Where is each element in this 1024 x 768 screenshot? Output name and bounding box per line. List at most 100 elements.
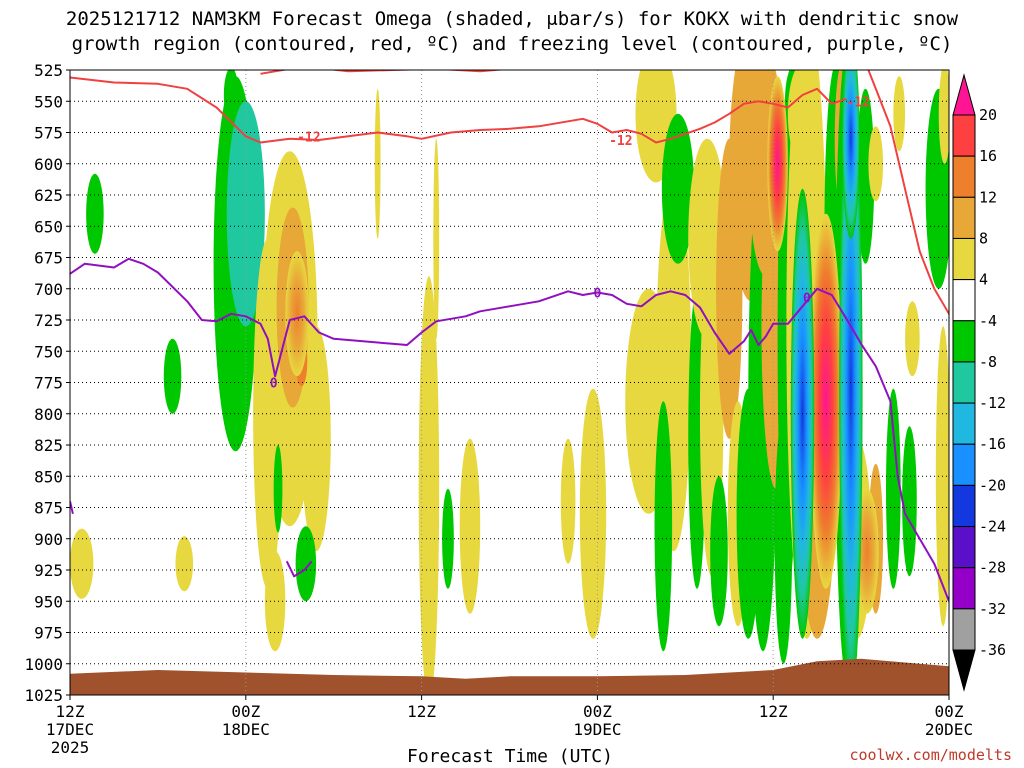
blob-up-h27: [459, 438, 481, 614]
core-down-h53-top: [842, 70, 860, 239]
x-tick-label-h0-line3: 2025: [51, 738, 90, 757]
colorbar-swatch-12: [952, 567, 976, 610]
colorbar-swatch-9: [952, 443, 976, 486]
blob-down-h14: [273, 445, 283, 533]
y-tick-600: 600: [34, 155, 63, 174]
y-tick-975: 975: [34, 624, 63, 643]
omega-shading: [70, 70, 949, 695]
colorbar-bottom-arrow: [952, 649, 976, 692]
omega-colorbar: 20 16 12 8 4 -4 -8 -12 -16 -20 -24 -28 -32 -36: [952, 73, 1006, 692]
contour-label-red-3: -12: [846, 95, 869, 110]
colorbar-swatch-10: [952, 484, 976, 528]
blob-down-h57: [902, 426, 917, 577]
y-tick-725: 725: [34, 311, 63, 330]
blob-up-h14: [264, 551, 286, 652]
x-tick-label-h0-line2: 17DEC: [46, 720, 94, 739]
blob-up-h1: [70, 528, 94, 599]
colorbar-swatch-2: [952, 155, 976, 198]
colorbar-swatch-13: [952, 608, 976, 651]
colorbar-label-6: -8: [979, 353, 997, 371]
x-tick-label-h36-line1: 00Z: [583, 702, 612, 721]
blob-down-h44: [710, 476, 728, 627]
colorbar-label-11: -28: [979, 559, 1006, 577]
colorbar-label-0: 20: [979, 106, 997, 124]
y-tick-925: 925: [34, 561, 63, 580]
blob-up-h8: [175, 536, 194, 592]
y-tick-550: 550: [34, 92, 63, 111]
x-tick-label-h24-line1: 12Z: [407, 702, 436, 721]
contour-label-purple-3: 0: [803, 292, 811, 307]
colorbar-label-9: -20: [979, 476, 1006, 494]
y-tick-875: 875: [34, 499, 63, 518]
blob-up-h57-top: [893, 76, 906, 152]
y-tick-775: 775: [34, 374, 63, 393]
y-tick-650: 650: [34, 217, 63, 236]
colorbar-label-1: 16: [979, 147, 997, 165]
colorbar-label-7: -12: [979, 394, 1006, 412]
blob-up-h60-top: [938, 70, 949, 164]
blob-down-h54: [856, 88, 875, 264]
contour-label-red-1: -12: [297, 130, 320, 145]
colorbar-swatch-1: [952, 114, 976, 157]
blob-up-h25-top: [433, 138, 440, 339]
y-tick-1000: 1000: [24, 655, 63, 674]
blob-down-h40: [654, 401, 673, 652]
blob-up-h55: [868, 126, 884, 202]
plot-area: -12 -12 -12 0 0 0: [69, 69, 950, 696]
y-tick-850: 850: [34, 467, 63, 486]
blob-up-h36: [579, 388, 607, 639]
chart-title-line-2: growth region (contoured, red, ºC) and f…: [72, 33, 953, 55]
chart-title-line-1: 2025121712 NAM3KM Forecast Omega (shaded…: [66, 8, 959, 30]
colorbar-label-8: -16: [979, 435, 1006, 453]
blob-down-h2: [86, 173, 104, 254]
x-axis-label: Forecast Time (UTC): [407, 746, 613, 767]
core-up-h15: [285, 251, 309, 377]
blob-down-h12: [226, 101, 265, 327]
y-tick-1025: 1025: [24, 686, 63, 705]
freezing-level-contour: [70, 257, 949, 604]
blob-up-h34: [560, 438, 576, 564]
colorbar-swatch-5: [952, 279, 976, 322]
blob-down-h56: [886, 388, 901, 589]
colorbar-label-12: -32: [979, 600, 1006, 618]
y-tick-700: 700: [34, 280, 63, 299]
blob-down-h7: [163, 338, 182, 414]
blob-up-h57b: [905, 301, 920, 377]
blob-up-h21: [374, 88, 381, 239]
y-axis-pressure-levels: 525 550 575 600 625 650 675 700 725 750 775 800 825 8…: [24, 61, 70, 705]
colorbar-swatch-6: [952, 320, 976, 363]
contour-label-red-2: -12: [609, 134, 632, 149]
contours: -12 -12 -12 0 0 0: [70, 70, 949, 604]
blob-down-h11-top: [223, 70, 239, 123]
y-tick-525: 525: [34, 61, 63, 80]
blob-down-h16: [295, 526, 317, 602]
core-up-h48: [767, 76, 788, 252]
gridlines: [70, 70, 949, 695]
blob-up-h50-top: [787, 70, 818, 164]
y-tick-675: 675: [34, 249, 63, 268]
y-tick-800: 800: [34, 405, 63, 424]
colorbar-label-3: 8: [979, 229, 988, 247]
colorbar-label-5: -4: [979, 312, 997, 330]
freezing-level-loop: [285, 560, 313, 578]
contour-label-purple-1: 0: [270, 377, 278, 392]
colorbar-label-13: -36: [979, 641, 1006, 659]
core-down-h53: [839, 76, 863, 695]
credit-text: coolwx.com/modelts: [849, 746, 1012, 764]
x-tick-label-h12-line2: 18DEC: [222, 720, 270, 739]
x-tick-label-h12-line1: 00Z: [231, 702, 260, 721]
colorbar-label-4: 4: [979, 271, 988, 289]
x-tick-label-h60-line1: 00Z: [935, 702, 964, 721]
colorbar-label-2: 12: [979, 188, 997, 206]
y-tick-825: 825: [34, 436, 63, 455]
y-tick-950: 950: [34, 592, 63, 611]
colorbar-top-arrow: [952, 73, 976, 116]
colorbar-label-10: -24: [979, 518, 1006, 536]
x-tick-label-h60-line2: 20DEC: [925, 720, 973, 739]
colorbar-swatch-8: [952, 402, 976, 445]
dgz-contour-top: [260, 70, 507, 75]
x-tick-label-h48-line1: 12Z: [759, 702, 788, 721]
terrain-ground: [70, 658, 949, 695]
